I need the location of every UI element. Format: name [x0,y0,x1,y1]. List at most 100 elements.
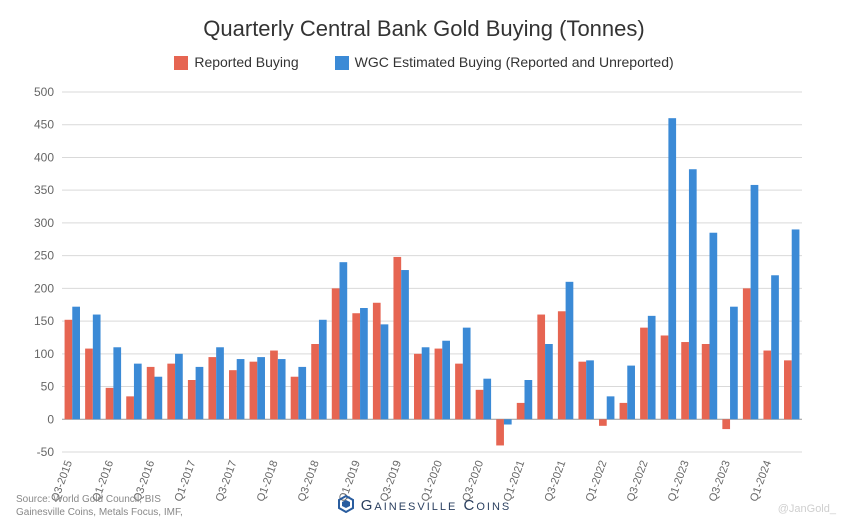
bar-wgc [668,118,676,419]
y-tick-label: 300 [34,216,54,230]
bar-wgc [442,341,450,420]
bar-wgc [319,320,327,419]
bar-wgc [545,344,553,419]
bar-reported [332,288,340,419]
bar-wgc [607,396,615,419]
legend-swatch [174,56,188,70]
legend-item: Reported Buying [174,54,298,70]
y-tick-label: 50 [41,380,55,394]
bar-wgc [72,307,80,420]
bar-reported [106,388,114,419]
legend-label: Reported Buying [194,54,298,70]
bar-reported [661,335,669,419]
bar-wgc [648,316,656,419]
brand-logo: Gainesville Coins [0,495,848,517]
bar-reported [126,396,134,419]
chart-title: Quarterly Central Bank Gold Buying (Tonn… [0,16,848,42]
bar-wgc [710,233,718,420]
bar-wgc [771,275,779,419]
bar-wgc [422,347,430,419]
bar-wgc [566,282,574,419]
bar-wgc [792,229,800,419]
bar-reported [722,419,730,429]
bar-reported [476,390,484,419]
y-tick-label: 150 [34,314,54,328]
bar-wgc [175,354,183,419]
bar-wgc [463,328,471,420]
plot-svg: -50050100150200250300350400450500Q3-2015… [62,92,802,452]
y-tick-label: -50 [37,445,55,459]
y-tick-label: 500 [34,85,54,99]
bar-wgc [278,359,286,419]
bar-wgc [689,169,697,419]
bar-wgc [730,307,738,420]
y-tick-label: 250 [34,249,54,263]
bar-reported [250,362,258,420]
bar-wgc [360,308,368,419]
legend-item: WGC Estimated Buying (Reported and Unrep… [335,54,674,70]
y-tick-label: 350 [34,183,54,197]
bar-reported [455,364,463,420]
bar-wgc [155,377,163,420]
bar-reported [784,360,792,419]
bar-wgc [237,359,245,419]
bar-wgc [504,419,512,424]
bar-wgc [483,379,491,420]
bar-reported [229,370,237,419]
bar-reported [578,362,586,420]
bar-reported [558,311,566,419]
bar-wgc [113,347,121,419]
y-tick-label: 200 [34,281,54,295]
bar-reported [414,354,422,419]
bar-wgc [381,324,389,419]
legend-label: WGC Estimated Buying (Reported and Unrep… [355,54,674,70]
bar-reported [640,328,648,420]
bar-reported [537,315,545,420]
bar-reported [311,344,319,419]
bar-reported [393,257,401,419]
author-handle: @JanGold_ [778,503,836,515]
bar-reported [373,303,381,420]
y-tick-label: 100 [34,347,54,361]
bars [65,118,800,445]
bar-wgc [216,347,224,419]
bar-reported [85,349,93,420]
bar-wgc [196,367,204,419]
brand-icon [337,495,355,517]
bar-wgc [627,366,635,420]
bar-reported [147,367,155,419]
bar-wgc [257,357,265,419]
bar-wgc [340,262,348,419]
bar-reported [291,377,299,420]
plot-area: -50050100150200250300350400450500Q3-2015… [62,92,802,452]
bar-reported [188,380,196,419]
y-tick-label: 0 [47,412,54,426]
bar-wgc [298,367,306,419]
legend-swatch [335,56,349,70]
bar-reported [65,320,73,419]
bar-reported [620,403,628,419]
bar-wgc [134,364,142,420]
brand-name: Gainesville Coins [361,497,512,514]
legend: Reported Buying WGC Estimated Buying (Rep… [0,54,848,70]
y-tick-label: 450 [34,118,54,132]
y-tick-label: 400 [34,150,54,164]
bar-reported [681,342,689,419]
bar-wgc [401,270,409,419]
bar-reported [599,419,607,426]
bar-wgc [525,380,533,419]
bar-wgc [586,360,594,419]
bar-reported [517,403,525,419]
bar-reported [743,288,751,419]
bar-reported [270,351,278,420]
bar-wgc [93,315,101,420]
chart-container: Quarterly Central Bank Gold Buying (Tonn… [0,0,848,529]
bar-reported [763,351,771,420]
bar-reported [702,344,710,419]
bar-reported [496,419,504,445]
bar-reported [167,364,175,420]
bar-reported [435,349,443,420]
bar-reported [352,313,360,419]
bar-wgc [751,185,759,419]
bar-reported [208,357,216,419]
